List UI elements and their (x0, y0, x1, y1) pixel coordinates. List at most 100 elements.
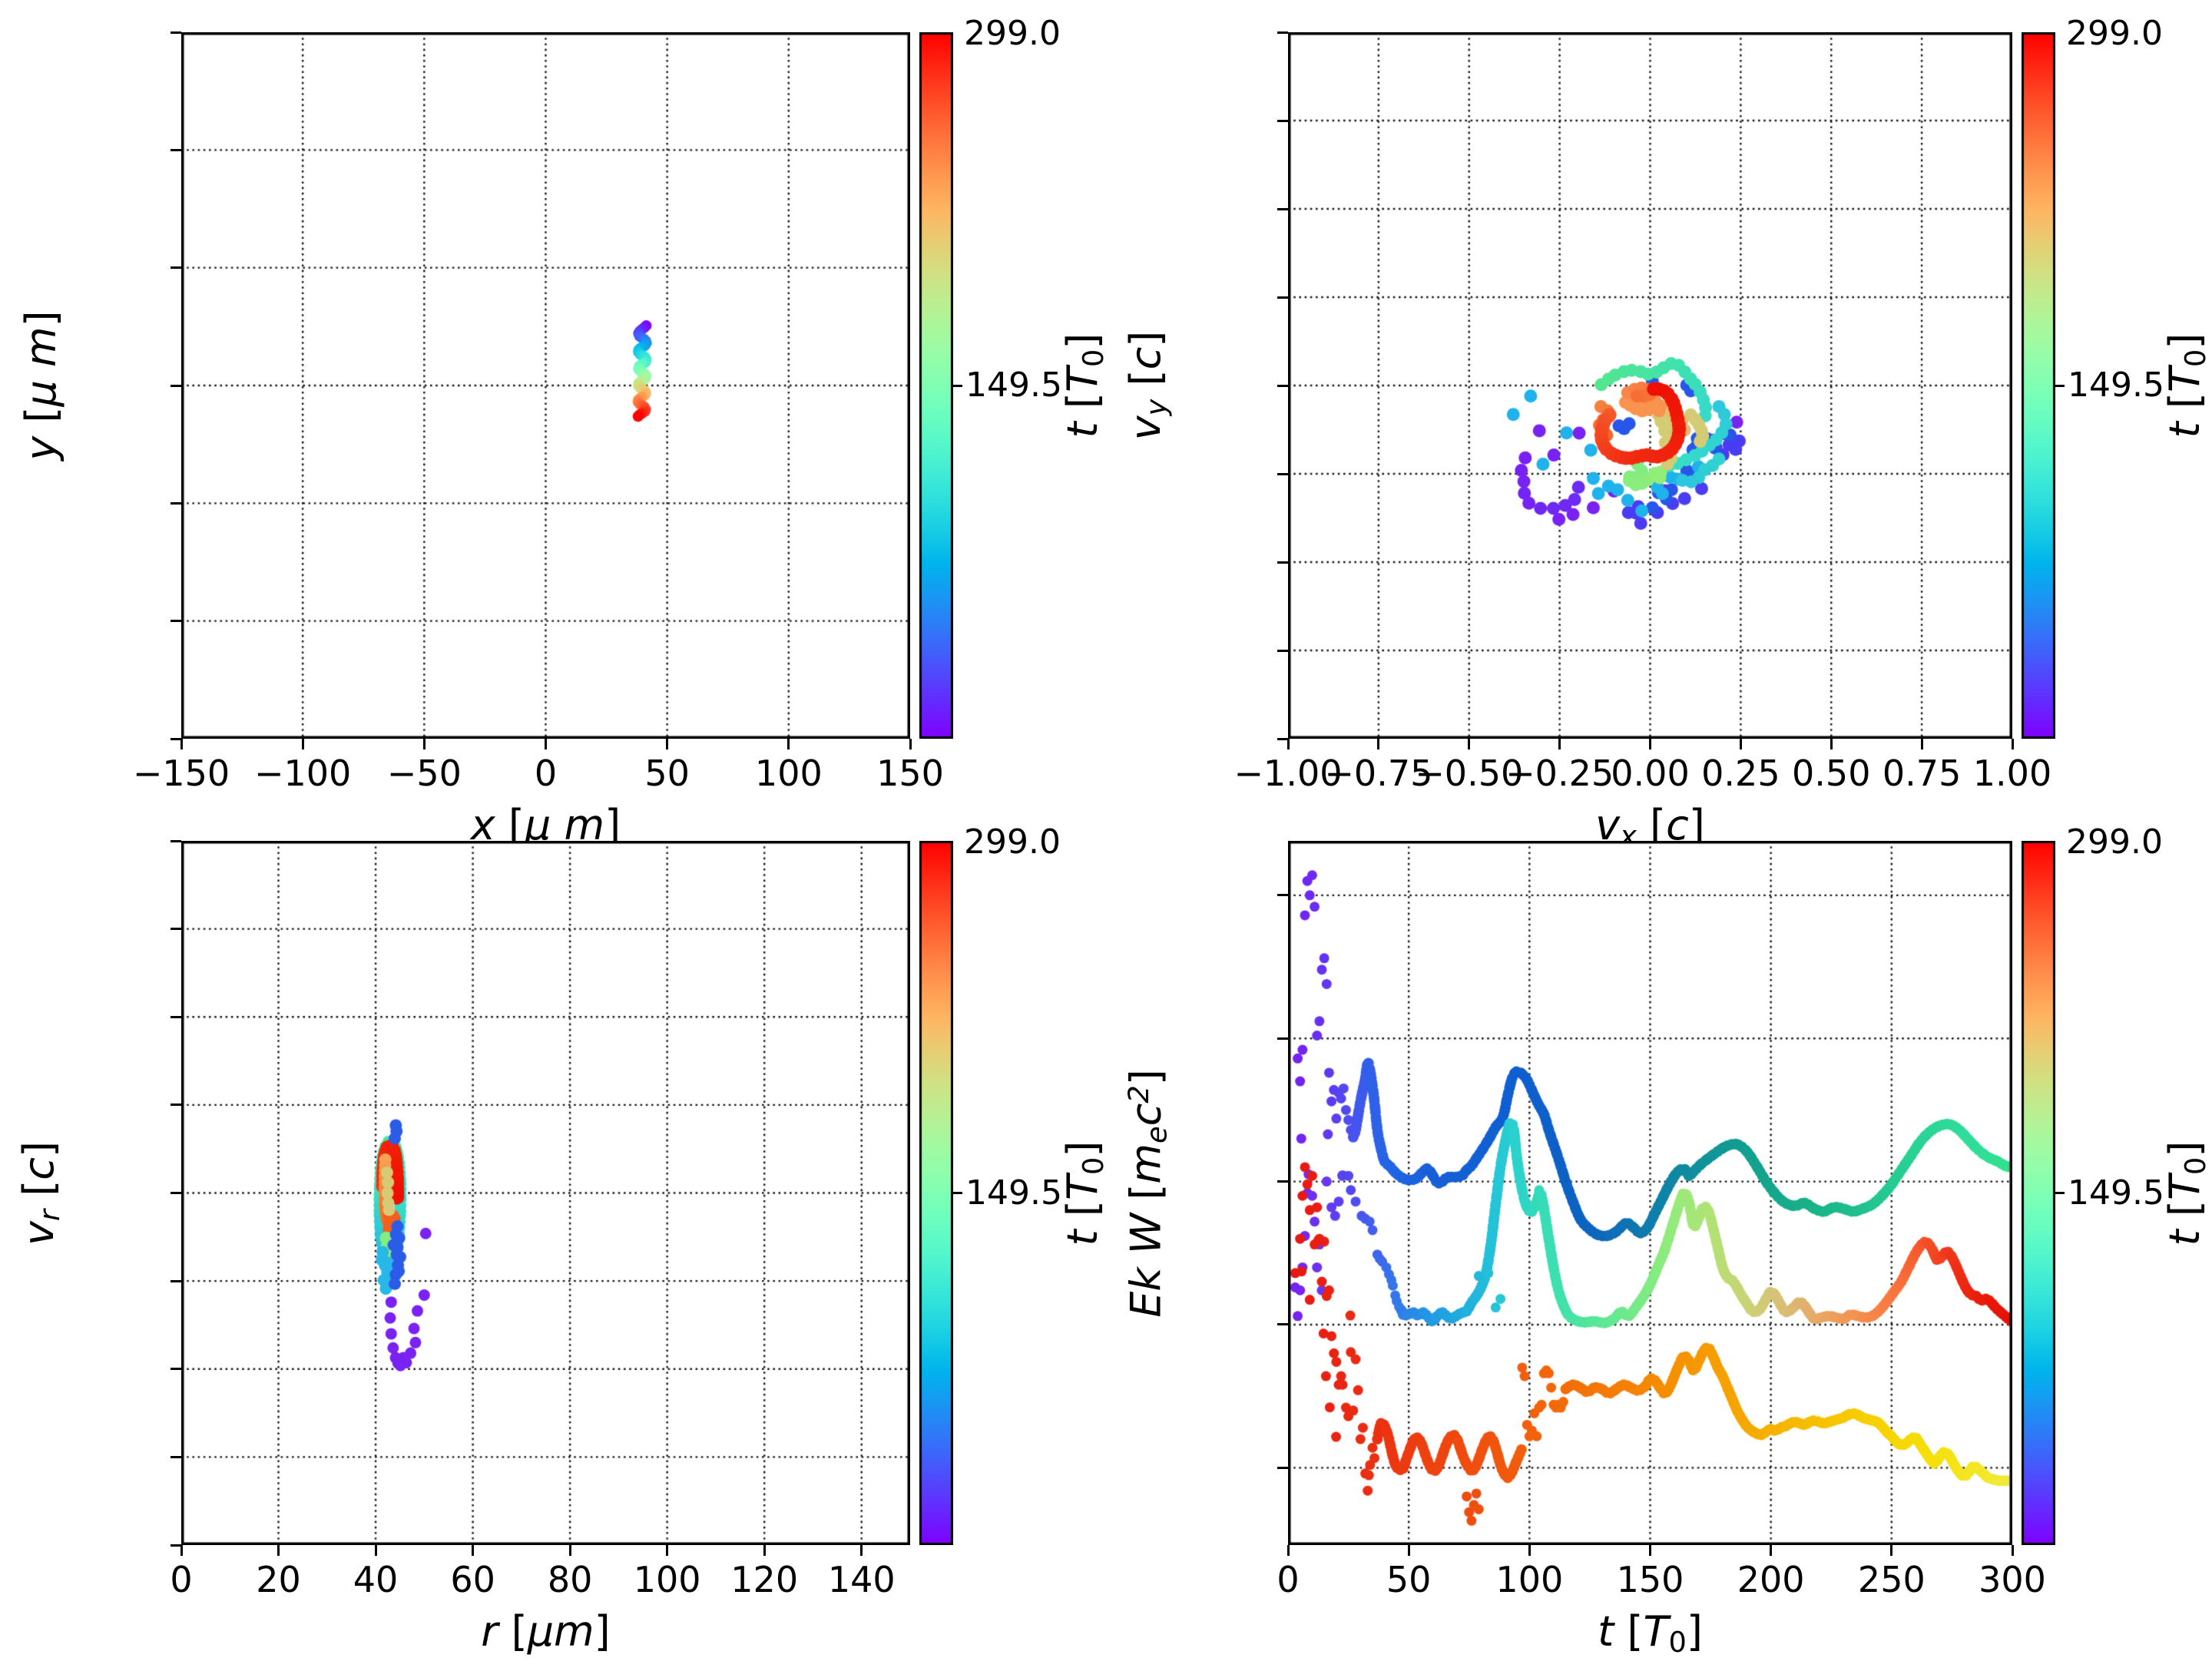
x-tick-label: 0.25 (1701, 753, 1780, 794)
x-tick (180, 1545, 183, 1556)
colorbar-vxvy (2022, 32, 2055, 739)
label-segment: [ (1121, 369, 1171, 399)
x-tick-label: −50 (386, 753, 462, 794)
colorbar-mid-tick (953, 1192, 962, 1194)
y-tick (171, 384, 181, 387)
label-segment: ] (1058, 1140, 1108, 1157)
x-tick-label: 0.50 (1792, 753, 1871, 794)
label-segment: T (1058, 1174, 1108, 1200)
colorbar-max-label: 299.0 (964, 822, 1061, 862)
x-tick (545, 739, 547, 749)
y-tick (171, 1544, 181, 1547)
label-segment: [ (495, 801, 525, 849)
x-tick-label: −0.50 (1415, 753, 1524, 794)
x-tick (1468, 739, 1471, 749)
x-axis-label: r [μm] (481, 1611, 610, 1653)
x-tick-label: 100 (1495, 1559, 1564, 1600)
colorbar-axis-label: t [T0] (1058, 1140, 1110, 1246)
colorbar-mid-label: 149.5 (965, 1173, 1062, 1213)
x-tick (1377, 739, 1380, 749)
label-segment: [ (15, 1180, 64, 1209)
x-tick (1558, 739, 1561, 749)
x-tick-label: 120 (730, 1559, 799, 1600)
x-axis-label: t [T0] (1598, 1611, 1703, 1657)
label-segment: [ (1058, 392, 1108, 422)
x-tick-label: 200 (1737, 1559, 1805, 1600)
label-segment: v (1595, 801, 1621, 849)
label-segment: 0 (1077, 349, 1111, 368)
label-segment: ] (1058, 333, 1108, 349)
y-tick (171, 1104, 181, 1107)
y-tick (171, 1455, 181, 1458)
label-segment: μm (527, 1607, 594, 1656)
plot-canvas-rvr (181, 841, 910, 1545)
x-tick-label: 100 (633, 1559, 701, 1600)
y-tick (1277, 119, 1288, 122)
label-segment: [ (1636, 801, 1667, 849)
x-tick (1286, 739, 1290, 749)
x-tick (1920, 739, 1923, 749)
x-tick-label: 300 (1979, 1559, 2046, 1600)
x-tick (909, 739, 912, 749)
colorbar-rvr (919, 841, 953, 1545)
colorbar-axis-label: t [T0] (2161, 1140, 2212, 1246)
y-axis-label: vy [c] (1121, 331, 1173, 441)
x-tick-label: 50 (1386, 1559, 1432, 1600)
label-segment: r (481, 1607, 498, 1656)
x-tick (2011, 1545, 2014, 1556)
label-segment: [ (2161, 1199, 2210, 1229)
x-tick (374, 1545, 377, 1556)
x-tick (666, 739, 669, 749)
y-tick (1277, 1037, 1288, 1040)
label-segment: 2 (1121, 1084, 1155, 1104)
x-tick (1286, 1545, 1290, 1556)
label-segment: ] (2161, 1140, 2210, 1157)
colorbar-mid-tick (2055, 1192, 2065, 1194)
y-tick (171, 1368, 181, 1371)
colorbar-mid-tick (2055, 384, 2065, 387)
x-tick-label: 20 (256, 1559, 301, 1600)
label-segment: t (2161, 1229, 2210, 1246)
y-tick (171, 501, 181, 505)
x-axis-label: x [μ m] (471, 805, 621, 846)
x-tick (666, 1545, 669, 1556)
x-tick-label: 250 (1857, 1559, 1926, 1600)
plot-canvas-xy (181, 32, 910, 739)
x-tick (1830, 739, 1833, 749)
y-tick (1277, 31, 1288, 34)
x-tick (1649, 1545, 1651, 1556)
x-tick (1528, 1545, 1531, 1556)
y-tick (1277, 649, 1288, 652)
colorbar-mid-label: 149.5 (2068, 366, 2164, 405)
x-tick (301, 739, 304, 749)
label-segment: [ (2161, 392, 2210, 422)
label-segment: t (1058, 422, 1108, 438)
x-tick-label: 100 (754, 753, 823, 794)
y-tick (171, 1279, 181, 1282)
y-tick (1277, 737, 1288, 740)
label-segment: e (1140, 1125, 1174, 1143)
y-tick (171, 148, 181, 151)
x-tick-label: 0 (170, 1559, 193, 1600)
x-tick (180, 739, 183, 749)
label-segment: r (33, 1209, 67, 1221)
label-segment: c (1666, 801, 1689, 849)
x-tick (1739, 739, 1742, 749)
label-segment: ] (594, 1607, 611, 1656)
colorbar-xy (919, 32, 953, 739)
colorbar-mid-label: 149.5 (965, 366, 1062, 405)
colorbar-mid-label: 149.5 (2068, 1173, 2164, 1213)
plot-canvas-ekw (1288, 841, 2012, 1545)
label-segment: m (1121, 1143, 1171, 1184)
x-tick-label: 60 (450, 1559, 495, 1600)
colorbar-mid-tick (953, 384, 962, 387)
label-segment: ] (1688, 801, 1705, 849)
colorbar-max-label: 299.0 (2066, 822, 2163, 862)
y-tick (171, 839, 181, 842)
label-segment: 0 (2179, 1156, 2212, 1175)
label-segment: T (2161, 1174, 2210, 1200)
y-tick (1277, 296, 1288, 299)
label-segment: ] (1686, 1607, 1703, 1656)
label-segment: μ m (525, 801, 605, 849)
